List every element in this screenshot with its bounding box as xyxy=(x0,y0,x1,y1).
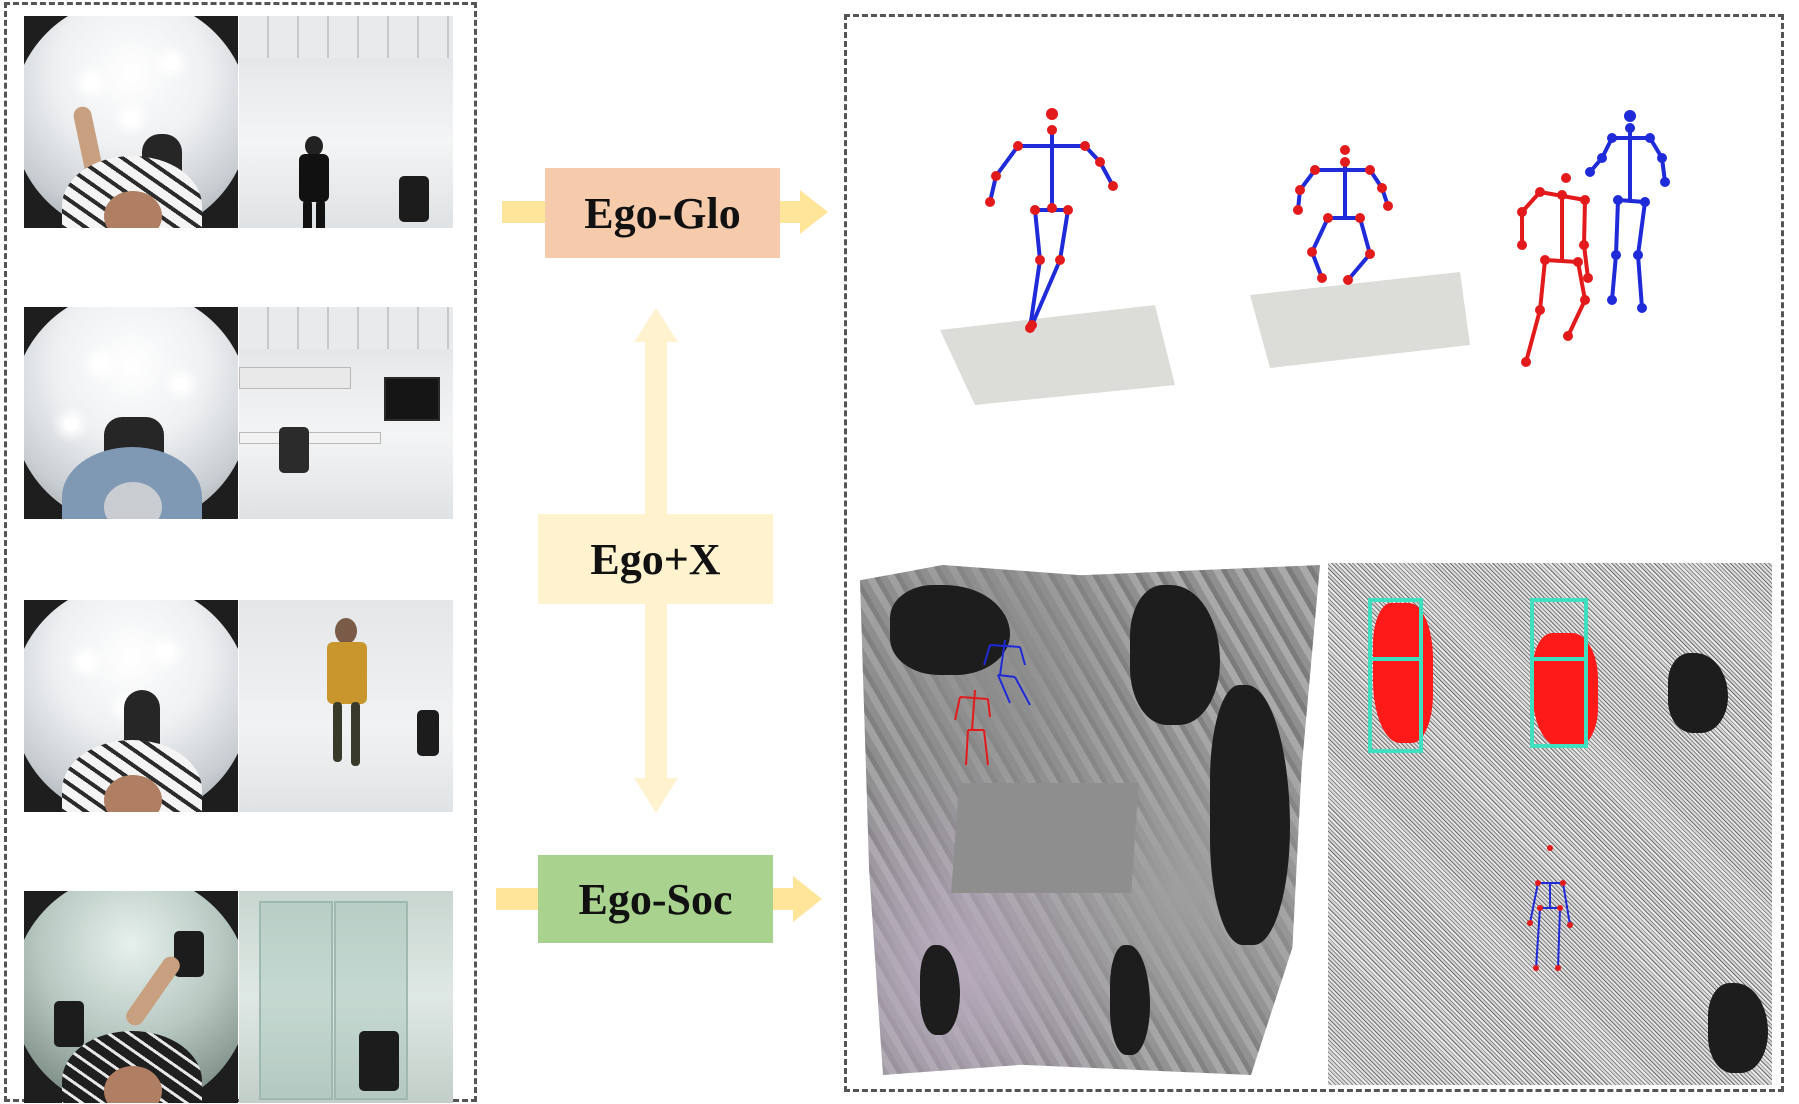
exocentric-image xyxy=(239,600,453,812)
arrow-head-from-ego-soc xyxy=(793,876,822,922)
egocentric-fisheye-image xyxy=(24,16,238,228)
skeleton-single-standing xyxy=(988,130,1115,329)
skeleton-joints xyxy=(1585,110,1670,313)
arrow-head-from-ego-glo xyxy=(800,190,828,234)
skeleton-single-crouching xyxy=(1296,162,1390,282)
global-pose-panel xyxy=(940,108,1670,405)
arrow-shaft-from-ego-soc xyxy=(773,888,795,910)
input-view-row xyxy=(24,307,454,519)
top-down-point-cloud xyxy=(1328,563,1772,1085)
skeleton-joints xyxy=(1293,145,1393,285)
outputs-frame xyxy=(844,14,1784,1092)
input-view-row xyxy=(24,600,454,812)
exocentric-image xyxy=(239,16,453,228)
point-cloud-scene xyxy=(860,565,1320,1075)
ego-x-label: Ego+X xyxy=(538,514,773,604)
arrow-shaft-down xyxy=(645,604,667,779)
arrow-shaft-to-ego-glo xyxy=(502,201,547,223)
arrow-head-down xyxy=(634,778,678,813)
ego-glo-label: Ego-Glo xyxy=(545,168,780,258)
skeleton-joints xyxy=(1517,173,1593,367)
arrow-shaft-to-ego-soc xyxy=(496,888,540,910)
input-view-row xyxy=(24,891,454,1103)
exocentric-image xyxy=(239,307,453,519)
ground-plane xyxy=(1250,272,1470,368)
egocentric-fisheye-image xyxy=(24,600,238,812)
arrow-shaft-up xyxy=(645,340,667,515)
arrow-head-up xyxy=(634,308,678,342)
ground-plane xyxy=(940,305,1175,405)
arrow-shaft-from-ego-glo xyxy=(780,201,802,223)
egocentric-fisheye-image xyxy=(24,307,238,519)
skeleton-joints xyxy=(985,108,1118,333)
exocentric-image xyxy=(239,891,453,1103)
egocentric-fisheye-image xyxy=(24,891,238,1103)
skeleton-interaction-red xyxy=(1520,190,1590,363)
input-view-row xyxy=(24,16,454,228)
ego-soc-label: Ego-Soc xyxy=(538,855,773,943)
